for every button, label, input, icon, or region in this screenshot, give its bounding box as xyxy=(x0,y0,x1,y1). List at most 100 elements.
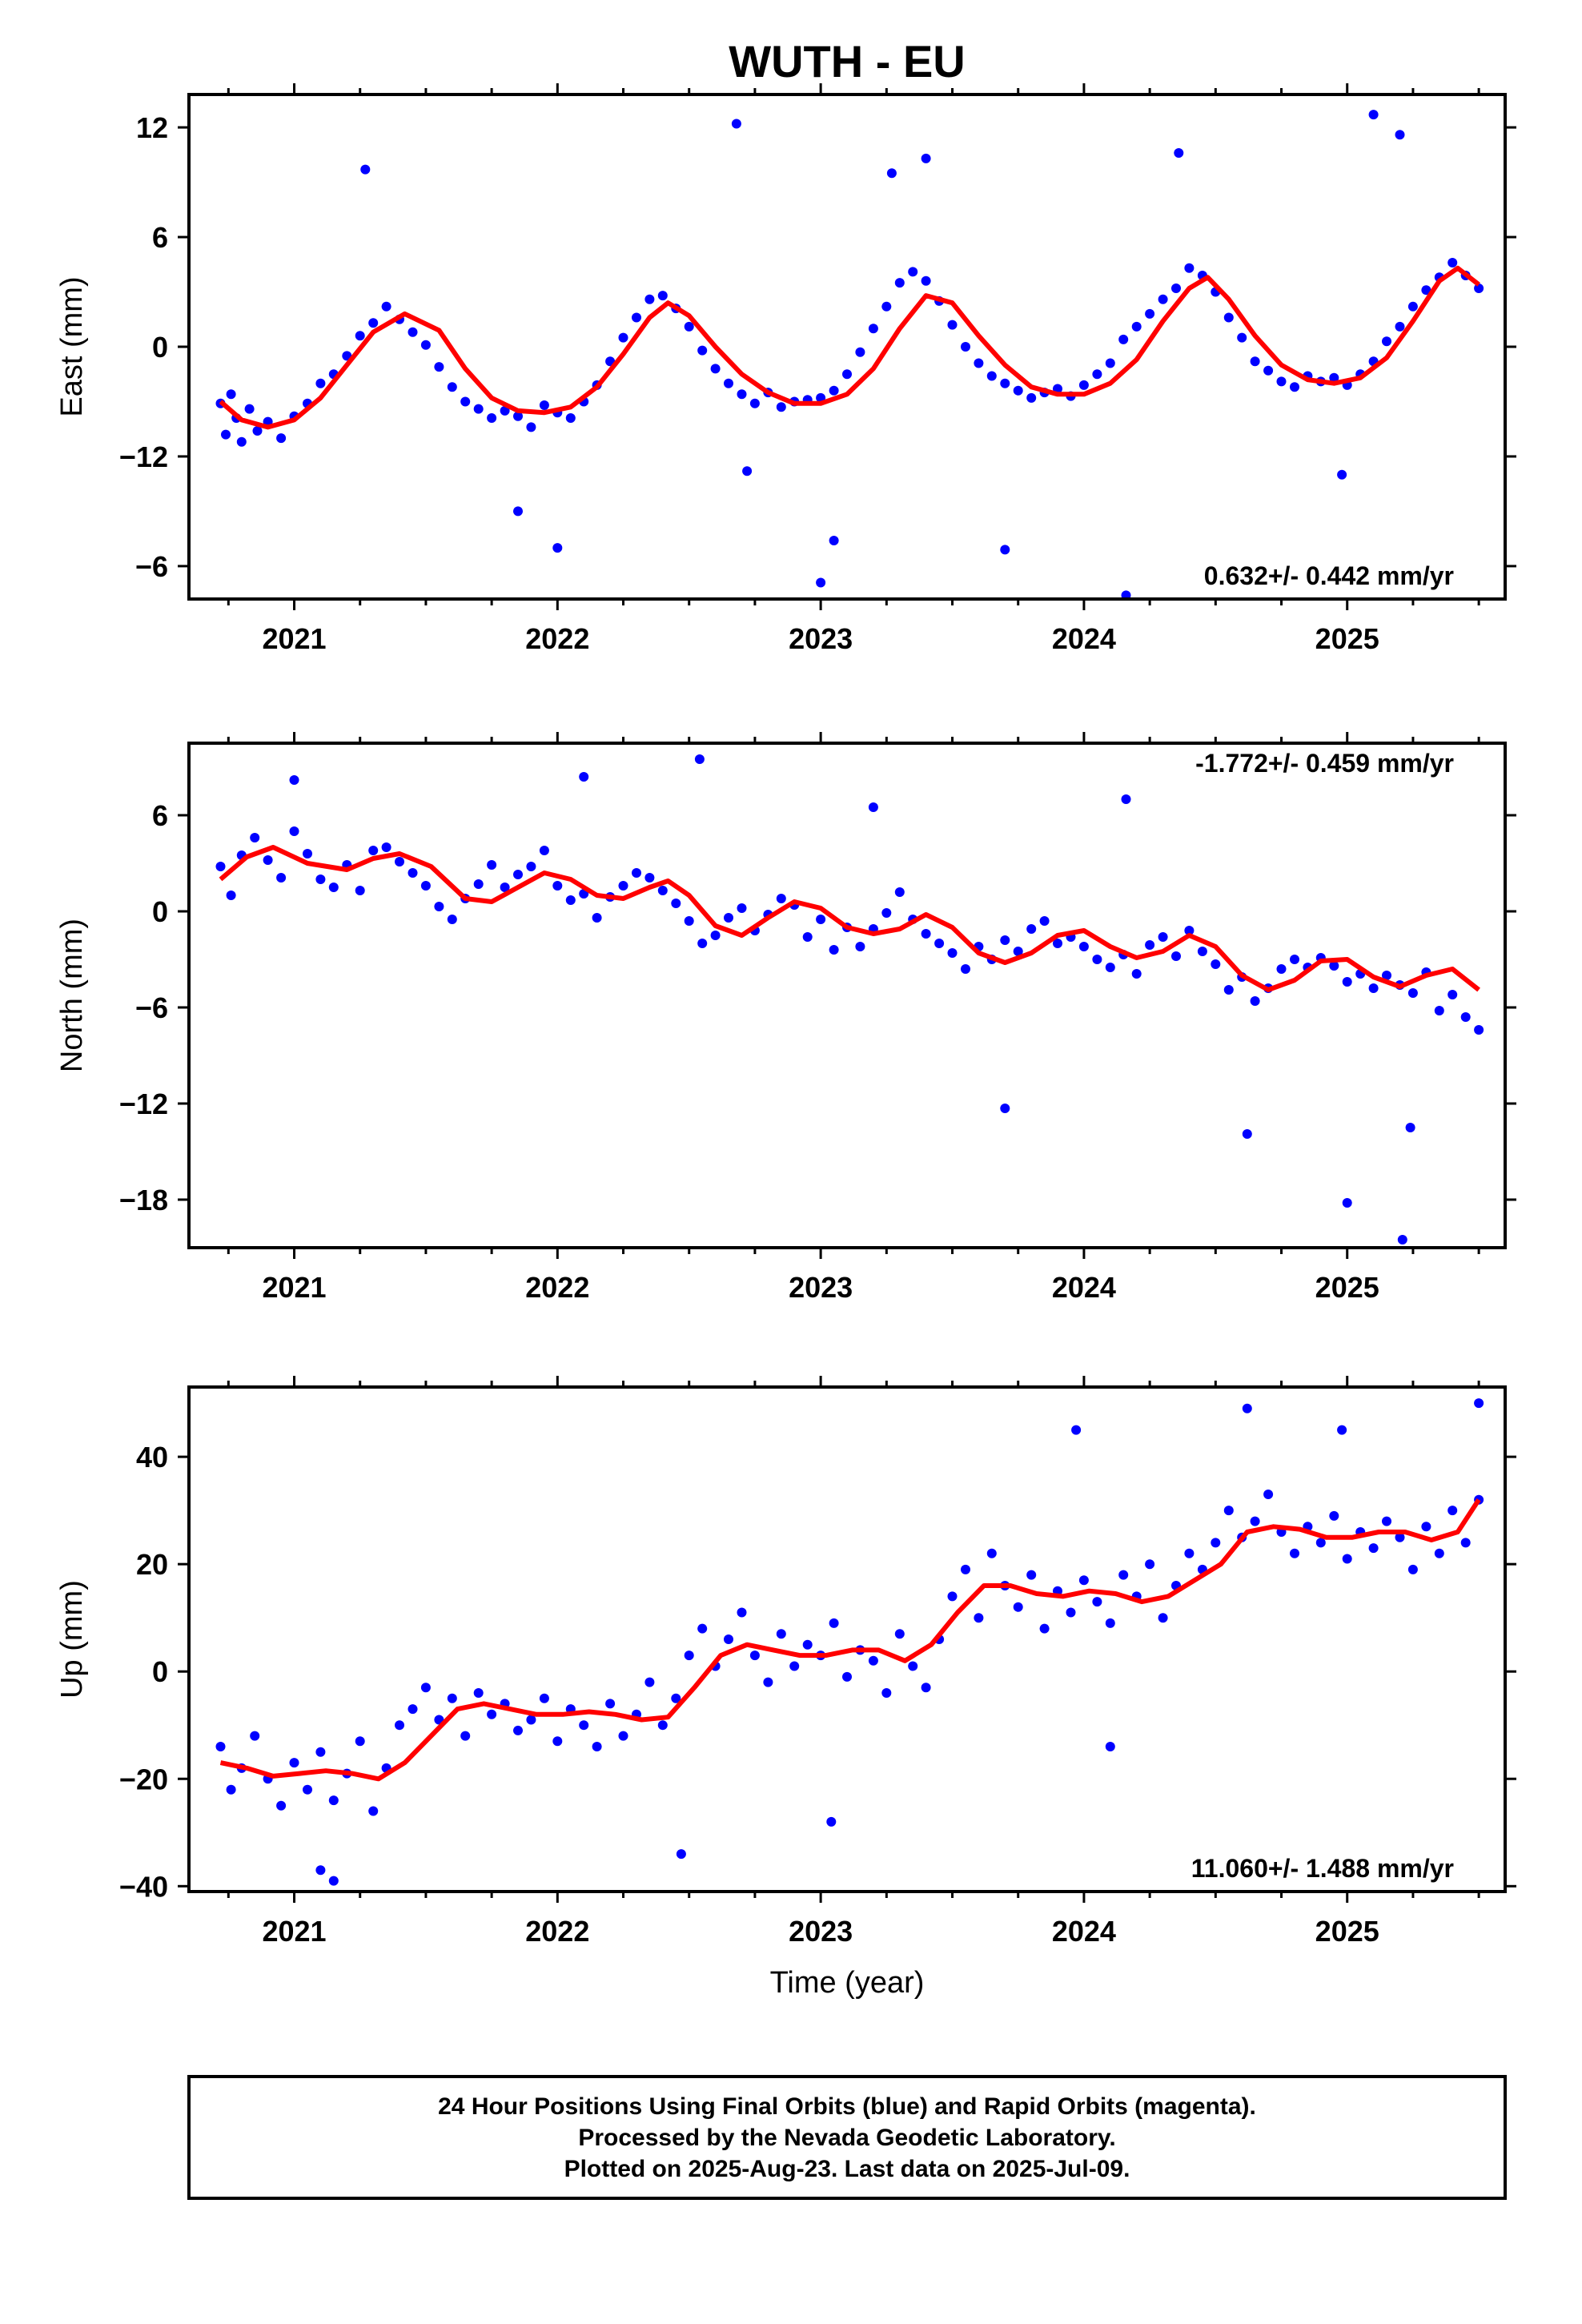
up-ytick-label: 40 xyxy=(136,1441,168,1474)
east-data-point xyxy=(1013,385,1023,396)
east-data-point xyxy=(221,429,231,440)
north-xtick-label: 2023 xyxy=(789,1271,853,1304)
footer-box xyxy=(187,2075,1507,2200)
north-data-point xyxy=(618,881,628,891)
east-data-point xyxy=(829,385,839,396)
up-data-point xyxy=(1407,1564,1418,1574)
north-ytick-label: −6 xyxy=(135,991,168,1024)
up-data-point xyxy=(826,1816,837,1827)
up-xtick-label: 2024 xyxy=(1052,1915,1116,1948)
up-data-point xyxy=(842,1671,852,1682)
north-data-point xyxy=(1342,977,1352,987)
east-data-point xyxy=(731,119,741,129)
east-data-point xyxy=(618,332,628,343)
north-xtick-label: 2024 xyxy=(1052,1271,1116,1304)
east-data-point xyxy=(986,371,997,381)
north-xtick-label: 2025 xyxy=(1315,1271,1379,1304)
east-data-point xyxy=(816,577,826,588)
north-data-point xyxy=(368,846,379,855)
north-data-point xyxy=(1105,963,1115,972)
up-data-point xyxy=(986,1548,997,1558)
north-data-point xyxy=(1184,926,1195,935)
up-data-point xyxy=(552,1736,563,1747)
east-data-point xyxy=(539,400,549,410)
east-ytick-label: −12 xyxy=(119,440,168,473)
up-data-point xyxy=(618,1731,628,1741)
east-data-point xyxy=(487,413,497,423)
north-data-point xyxy=(1474,1025,1484,1035)
up-data-point xyxy=(526,1715,536,1725)
north-data-point xyxy=(447,915,457,924)
up-data-point xyxy=(676,1849,686,1860)
up-data-point xyxy=(961,1564,970,1574)
up-ytick-label: 20 xyxy=(136,1548,168,1581)
up-data-point xyxy=(1145,1559,1155,1570)
up-data-point xyxy=(1460,1538,1471,1548)
north-data-point xyxy=(671,899,681,908)
north-data-point xyxy=(947,948,958,958)
east-data-point xyxy=(368,318,379,328)
east-data-point xyxy=(513,411,523,421)
up-data-point xyxy=(763,1677,773,1687)
east-data-point xyxy=(742,466,753,476)
east-data-point xyxy=(1000,545,1010,555)
north-data-point xyxy=(1197,947,1207,956)
north-data-point xyxy=(657,886,668,895)
up-data-point xyxy=(460,1731,471,1741)
east-data-point xyxy=(1263,365,1274,376)
east-data-point xyxy=(1395,321,1405,332)
north-data-point xyxy=(1382,971,1391,980)
up-data-point xyxy=(408,1704,418,1715)
east-data-point xyxy=(1382,336,1391,347)
north-data-point xyxy=(500,883,510,892)
up-ytick-label: 0 xyxy=(152,1655,168,1688)
north-data-point xyxy=(1013,947,1023,956)
north-frame xyxy=(187,742,1507,1249)
north-ytick-label: −12 xyxy=(119,1088,168,1120)
north-data-point xyxy=(487,860,497,870)
east-data-point xyxy=(252,426,263,436)
north-data-point xyxy=(921,929,931,939)
up-data-point xyxy=(328,1795,339,1806)
up-data-point xyxy=(1290,1548,1299,1558)
north-data-point xyxy=(1250,996,1260,1006)
up-data-point xyxy=(226,1784,236,1795)
north-data-point xyxy=(724,913,733,923)
east-data-point xyxy=(1105,358,1115,368)
north-data-point xyxy=(289,775,299,785)
north-data-point xyxy=(1000,1104,1010,1113)
east-xtick-label: 2024 xyxy=(1052,622,1116,655)
up-xtick-label: 2022 xyxy=(525,1915,589,1948)
up-data-point xyxy=(1026,1570,1037,1580)
east-data-point xyxy=(552,543,563,553)
north-data-point xyxy=(1368,983,1379,993)
north-ytick-label: −18 xyxy=(119,1184,168,1216)
up-data-point xyxy=(1315,1538,1326,1548)
north-points xyxy=(215,754,1484,1244)
up-data-point xyxy=(1184,1548,1195,1558)
east-data-point xyxy=(1447,258,1458,267)
north-data-point xyxy=(526,862,536,871)
north-data-point xyxy=(315,875,326,884)
north-data-point xyxy=(1342,1198,1352,1208)
north-data-point xyxy=(1434,1006,1444,1015)
footer-line-1: 24 Hour Positions Using Final Orbits (bl… xyxy=(438,2093,1256,2120)
east-data-point xyxy=(881,301,892,312)
up-data-point xyxy=(1118,1570,1129,1580)
up-data-point xyxy=(513,1725,523,1735)
east-ytick-label: 0 xyxy=(152,331,168,364)
east-data-point xyxy=(657,291,668,301)
east-data-point xyxy=(1421,285,1431,296)
north-data-point xyxy=(961,964,970,974)
up-data-point xyxy=(829,1618,839,1628)
north-data-point xyxy=(1000,935,1010,945)
up-data-point xyxy=(1158,1613,1168,1623)
up-frame xyxy=(187,1385,1507,1893)
east-data-point xyxy=(1000,378,1010,388)
up-data-point xyxy=(657,1720,668,1731)
up-data-point xyxy=(215,1742,226,1751)
east-data-point xyxy=(737,389,747,400)
up-data-point xyxy=(1337,1425,1347,1435)
east-data-point xyxy=(724,378,733,388)
up-panel: 40 20 0 −20 −40 2021 2022 2023 2024 2025 Up (mm) 11… xyxy=(55,1376,1516,1948)
